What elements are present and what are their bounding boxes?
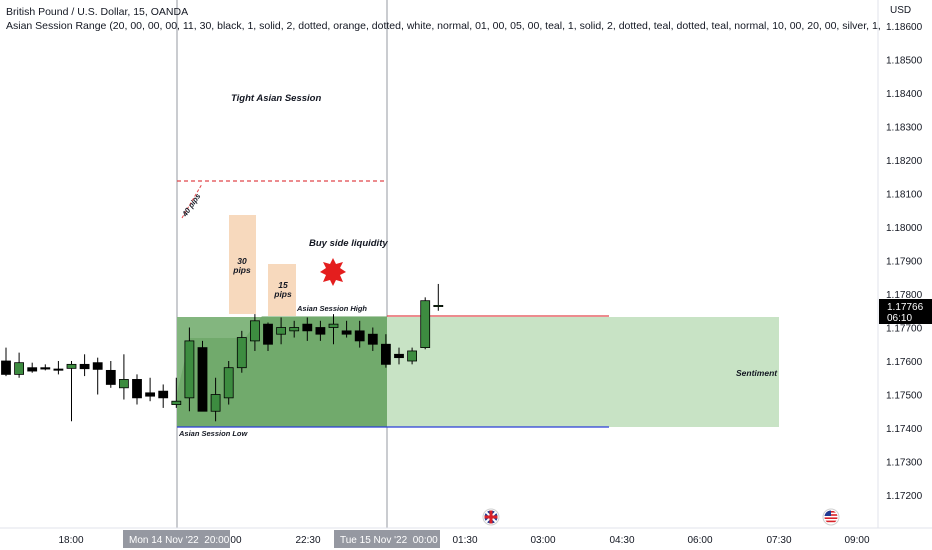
candle-up[interactable] xyxy=(276,327,287,335)
candle-down[interactable] xyxy=(158,390,169,399)
candle-down[interactable] xyxy=(380,343,391,365)
buy-side-liquidity-label: Buy side liquidity xyxy=(309,238,388,249)
candle-up[interactable] xyxy=(184,340,195,399)
time-tick-label: 07:30 xyxy=(766,535,791,546)
time-tick-label: 22:30 xyxy=(295,535,320,546)
candle-down[interactable] xyxy=(302,323,313,332)
candle-up[interactable] xyxy=(14,362,25,375)
price-tick-label: 1.18500 xyxy=(886,56,923,67)
candle-up[interactable] xyxy=(236,337,247,369)
bar-countdown: 06:10 xyxy=(887,313,912,324)
candle-down[interactable] xyxy=(132,379,142,399)
price-tick-label: 1.17900 xyxy=(886,257,923,268)
price-axis-labels: 1.18600 1.18500 1.18400 1.18300 1.18200 1.181… xyxy=(886,22,923,502)
plot-area[interactable] xyxy=(0,0,878,528)
crosshair-time-left: Mon 14 Nov '22 20:00 xyxy=(129,535,230,546)
indicator-legend[interactable]: Asian Session Range (20, 00, 00, 00, 11,… xyxy=(6,20,880,32)
price-axis[interactable] xyxy=(878,0,932,528)
time-tick-label: 01:30 xyxy=(452,535,477,546)
time-tick-label: 03:00 xyxy=(530,535,555,546)
candle-up[interactable] xyxy=(407,350,418,362)
candle-down[interactable] xyxy=(341,330,352,335)
candle-up[interactable] xyxy=(171,400,182,405)
crosshair-time-badge-left xyxy=(123,530,230,548)
currency-label[interactable]: USD xyxy=(890,5,912,16)
time-tick-label: 04:30 xyxy=(609,535,634,546)
price-tick-label: 1.17300 xyxy=(886,458,923,469)
pips-15-unit: pips xyxy=(273,289,292,299)
price-tick-label: 1.17700 xyxy=(886,324,923,335)
candle-up[interactable] xyxy=(223,367,234,399)
candle-down[interactable] xyxy=(79,363,90,370)
candle-down[interactable] xyxy=(263,323,273,345)
price-tick-label: 1.18400 xyxy=(886,89,923,100)
candle-down[interactable] xyxy=(27,367,38,372)
session-shape xyxy=(177,316,387,427)
current-price-badge: 1.17766 06:10 xyxy=(879,299,932,324)
asian-session-high-label: Asian Session High xyxy=(296,304,367,313)
candle-up[interactable] xyxy=(328,323,339,328)
liquidity-star-icon xyxy=(320,258,346,286)
price-tick-label: 1.18100 xyxy=(886,190,923,201)
price-tick-label: 1.18200 xyxy=(886,156,923,167)
pips-15-number: 15 xyxy=(278,280,288,290)
candle-down[interactable] xyxy=(1,360,11,375)
uk-flag-icon[interactable] xyxy=(482,508,500,526)
price-tick-label: 1.17500 xyxy=(886,391,923,402)
candle-down[interactable] xyxy=(354,330,365,342)
time-tick-label: 06:00 xyxy=(687,535,712,546)
candle-up[interactable] xyxy=(210,394,221,412)
asian-session-low-label: Asian Session Low xyxy=(178,429,249,438)
tight-asian-session-label: Tight Asian Session xyxy=(231,93,321,104)
candle-up[interactable] xyxy=(289,327,300,332)
symbol-title[interactable]: British Pound / U.S. Dollar, 15, OANDA xyxy=(6,6,189,18)
candle-up[interactable] xyxy=(420,300,431,349)
sentiment-label: Sentiment xyxy=(736,368,778,378)
time-tick-label: 09:00 xyxy=(844,535,869,546)
pips-30-number: 30 xyxy=(237,256,247,266)
candle-down[interactable] xyxy=(394,353,404,359)
candles-group xyxy=(1,283,444,422)
sentiment-zone[interactable] xyxy=(387,317,779,427)
current-price-value: 1.17766 xyxy=(887,302,924,313)
pips-40-arrow xyxy=(181,183,203,219)
price-tick-label: 1.17800 xyxy=(886,290,923,301)
candle-up[interactable] xyxy=(119,379,129,389)
price-tick-label: 1.18300 xyxy=(886,123,923,134)
candle-up[interactable] xyxy=(66,363,77,369)
us-flag-icon[interactable] xyxy=(822,508,840,526)
price-tick-label: 1.17600 xyxy=(886,357,923,368)
crosshair-time-badge-right xyxy=(334,530,440,548)
candle-down[interactable] xyxy=(315,327,326,335)
candle-down[interactable] xyxy=(105,369,116,385)
candle-down[interactable] xyxy=(53,368,64,371)
price-tick-label: 1.18000 xyxy=(886,223,923,234)
candle-down[interactable] xyxy=(40,367,51,370)
candle-up[interactable] xyxy=(433,304,444,307)
candle-down[interactable] xyxy=(92,362,103,370)
price-tick-label: 1.17400 xyxy=(886,424,923,435)
price-tick-label: 1.17200 xyxy=(886,491,923,502)
crosshair-time-right: Tue 15 Nov '22 00:00 xyxy=(340,535,438,546)
candle-down[interactable] xyxy=(197,347,208,412)
candle-up[interactable] xyxy=(249,320,260,342)
pips-15-box xyxy=(268,264,296,316)
price-tick-label: 1.18600 xyxy=(886,22,923,33)
pips-30-box xyxy=(229,215,256,314)
time-tick-label: 18:00 xyxy=(58,535,83,546)
candle-down[interactable] xyxy=(145,392,156,397)
candle-down[interactable] xyxy=(367,333,378,345)
pips-30-unit: pips xyxy=(232,265,251,275)
